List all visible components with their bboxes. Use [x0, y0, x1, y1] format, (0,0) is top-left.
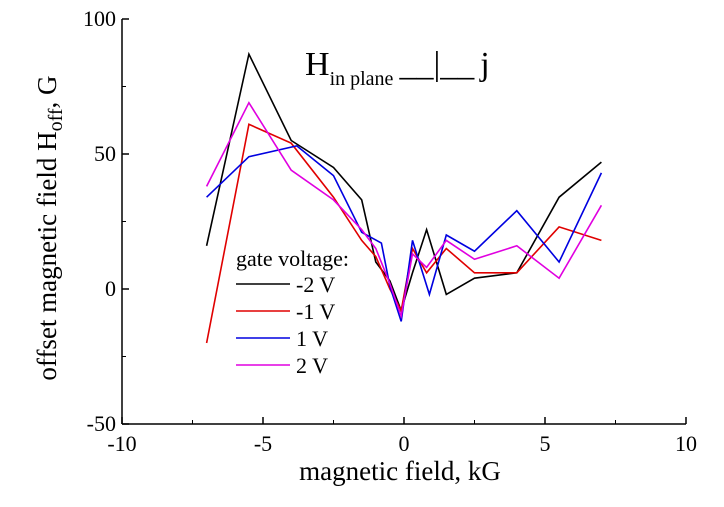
x-axis-label: magnetic field, kG	[299, 456, 501, 486]
x-tick-label: 0	[399, 431, 410, 456]
y-axis-label-main: offset magnetic field H	[32, 131, 62, 380]
series-line-2	[205, 123, 602, 344]
legend-label: -1 V	[296, 299, 335, 324]
x-tick-label: -5	[254, 431, 272, 456]
y-tick-label: -50	[87, 411, 116, 436]
y-tick-label: 100	[83, 6, 116, 31]
legend-label: 2 V	[296, 353, 328, 378]
legend-label: 1 V	[296, 326, 328, 351]
y-axis-label: offset magnetic field Hoff, G	[32, 75, 67, 380]
series-line-1	[205, 51, 602, 314]
x-tick-label: 5	[540, 431, 551, 456]
y-axis-label-tail: , G	[32, 75, 62, 108]
annotation-sub: in plane	[330, 68, 394, 90]
annotation: Hin plane __|__ j	[305, 46, 490, 90]
annotation-symbol: __|__	[398, 46, 475, 83]
annotation-main: H	[305, 46, 330, 83]
y-axis-label-sub: off	[45, 108, 67, 131]
legend: gate voltage: -2 V-1 V1 V2 V	[236, 246, 349, 378]
tick-marks	[121, 18, 687, 425]
y-tick-label: 50	[94, 141, 116, 166]
series-line-3	[206, 145, 603, 322]
series-lines	[205, 51, 603, 344]
series-line-4	[205, 101, 603, 320]
x-tick-label: -10	[107, 431, 136, 456]
annotation-tail: j	[479, 46, 489, 83]
legend-title: gate voltage:	[236, 246, 349, 271]
legend-label: -2 V	[296, 272, 335, 297]
x-tick-label: 10	[675, 431, 697, 456]
y-tick-label: 0	[105, 276, 116, 301]
